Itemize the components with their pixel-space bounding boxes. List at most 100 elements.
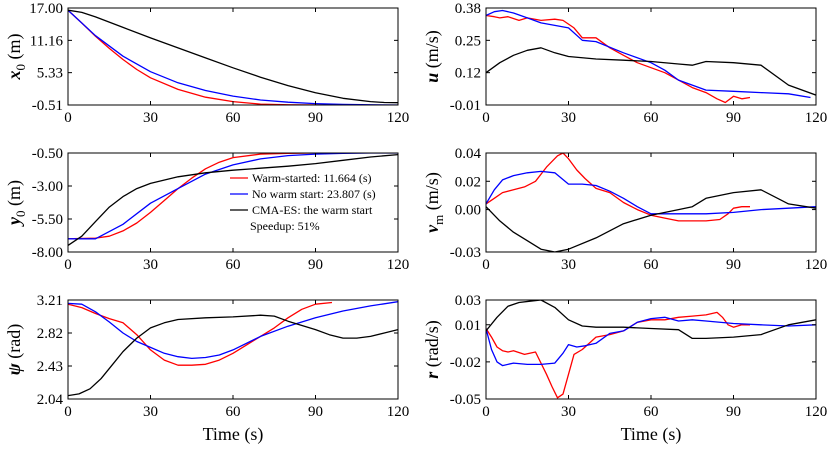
xtick-label: 90	[308, 110, 323, 126]
ytick-label: -8.00	[32, 245, 63, 261]
ylabel-unit: (m/s)	[422, 172, 443, 215]
ylabel-subscript: 0	[13, 211, 28, 218]
xtick-label: 120	[387, 404, 410, 420]
ylabel-symbol: v	[422, 224, 442, 233]
ylabel-unit: (m)	[4, 180, 25, 211]
ylabel-unit: (m/s)	[422, 30, 443, 73]
ytick-label: 0.01	[455, 318, 481, 334]
ytick-label: 0.12	[455, 66, 481, 82]
xtick-label: 90	[308, 404, 323, 420]
axes-x0	[67, 7, 399, 106]
ylabel-subscript: m	[431, 215, 446, 225]
ytick-label: -0.51	[32, 98, 63, 114]
legend-entry-label: Warm-started: 11.664 (s)	[252, 171, 372, 185]
axes-u	[485, 7, 817, 106]
ytick-label: 5.33	[37, 66, 63, 82]
series-r-cma-es	[486, 300, 816, 340]
ytick-label: -0.50	[32, 146, 63, 162]
ylabel-unit: (rad)	[4, 324, 25, 363]
xtick-label: 60	[644, 257, 659, 273]
xtick-label: 0	[482, 110, 490, 126]
ylabel-u: u (m/s)	[422, 30, 443, 83]
ylabel-subscript: 0	[13, 64, 28, 71]
ylabel-vm: vm (m/s)	[422, 172, 446, 233]
ylabel-unit: (rad/s)	[422, 320, 443, 371]
xtick-label: 30	[561, 110, 576, 126]
ytick-label: 2.43	[37, 359, 63, 375]
ylabel-psi: ψ (rad)	[4, 324, 25, 376]
ytick-label: 0.00	[455, 203, 481, 219]
axes-r	[485, 299, 817, 400]
series-x0-no-warm-start	[68, 9, 398, 105]
ytick-label: -3.00	[32, 179, 63, 195]
series-u-cma-es	[486, 47, 816, 96]
ylabel-symbol: u	[422, 73, 442, 83]
legend-entry-label: CMA-ES: the warm start	[252, 203, 373, 217]
series-r-warm-started	[486, 311, 750, 399]
ytick-label: -0.05	[450, 392, 481, 408]
legend: Warm-started: 11.664 (s) No warm start: 2…	[230, 171, 376, 233]
ylabel-symbol: ψ	[4, 362, 24, 375]
xtick-label: 0	[482, 404, 490, 420]
ylabel-unit: (m)	[4, 34, 25, 65]
series-y0-cma-es	[68, 153, 398, 246]
series-psi-warm-started	[68, 301, 333, 366]
xtick-label: 30	[143, 404, 158, 420]
series-vm-cma-es	[486, 189, 816, 252]
series-y0-warm-started	[68, 153, 332, 240]
ytick-label: 11.16	[30, 33, 64, 49]
series-u-no-warm-start	[486, 9, 811, 99]
series-psi-cma-es	[68, 314, 398, 397]
xtick-label: 90	[308, 257, 323, 273]
ylabel-r: r (rad/s)	[422, 320, 443, 379]
ytick-label: -0.01	[450, 98, 481, 114]
xtick-label: 120	[387, 110, 410, 126]
ytick-label: 0.04	[455, 146, 482, 162]
xtick-label: 90	[726, 404, 741, 420]
xtick-label: 0	[64, 404, 72, 420]
ytick-label: 0.38	[455, 1, 481, 17]
xtick-label: 120	[387, 257, 410, 273]
series-r-no-warm-start	[486, 316, 816, 367]
xtick-label: 30	[561, 404, 576, 420]
xtick-label: 60	[226, 257, 241, 273]
legend-entry-label: No warm start: 23.807 (s)	[252, 187, 376, 201]
xtick-label: 0	[64, 257, 72, 273]
series-x0-cma-es	[68, 9, 398, 104]
ylabel-symbol: r	[422, 371, 442, 379]
ytick-label: 2.04	[37, 392, 64, 408]
panel-psi: 0 30 60 90 120 3.21 2.82 2.43 2.04 ψ (rad) Time (s…	[4, 293, 409, 445]
ytick-label: 0.03	[455, 293, 481, 309]
xtick-label: 120	[805, 404, 828, 420]
legend-entry-label: Speedup: 51%	[250, 219, 320, 233]
ylabel-symbol: x	[4, 71, 24, 81]
xtick-label: 60	[226, 110, 241, 126]
xtick-label: 30	[143, 257, 158, 273]
series-psi-no-warm-start	[68, 301, 398, 360]
xtick-label: 60	[226, 404, 241, 420]
series-vm-warm-started	[486, 153, 750, 222]
xtick-label: 60	[644, 404, 659, 420]
xtick-label: 90	[726, 257, 741, 273]
panel-y0: 0 30 60 90 120 -0.50 -3.00 -5.50 -8.00 y0 (m)	[4, 146, 409, 273]
xtick-label: 90	[726, 110, 741, 126]
ytick-label: 17.00	[29, 1, 63, 17]
xtick-label: 60	[644, 110, 659, 126]
xlabel-psi: Time (s)	[203, 424, 264, 445]
ylabel-x0: x0 (m)	[4, 34, 28, 81]
ytick-label: -5.50	[32, 212, 63, 228]
xtick-label: 30	[561, 257, 576, 273]
ylabel-y0: y0 (m)	[4, 180, 28, 227]
ytick-label: 0.25	[455, 33, 481, 49]
ytick-label: -0.02	[450, 355, 481, 371]
axes-vm	[485, 152, 817, 253]
ytick-label: 2.82	[37, 326, 63, 342]
ytick-label: 3.21	[37, 293, 63, 309]
xlabel-r: Time (s)	[621, 424, 682, 445]
xtick-label: 0	[64, 110, 72, 126]
xtick-label: 30	[143, 110, 158, 126]
ytick-label: -0.03	[450, 245, 481, 261]
ytick-label: 0.02	[455, 174, 481, 190]
series-vm-no-warm-start	[486, 170, 816, 215]
